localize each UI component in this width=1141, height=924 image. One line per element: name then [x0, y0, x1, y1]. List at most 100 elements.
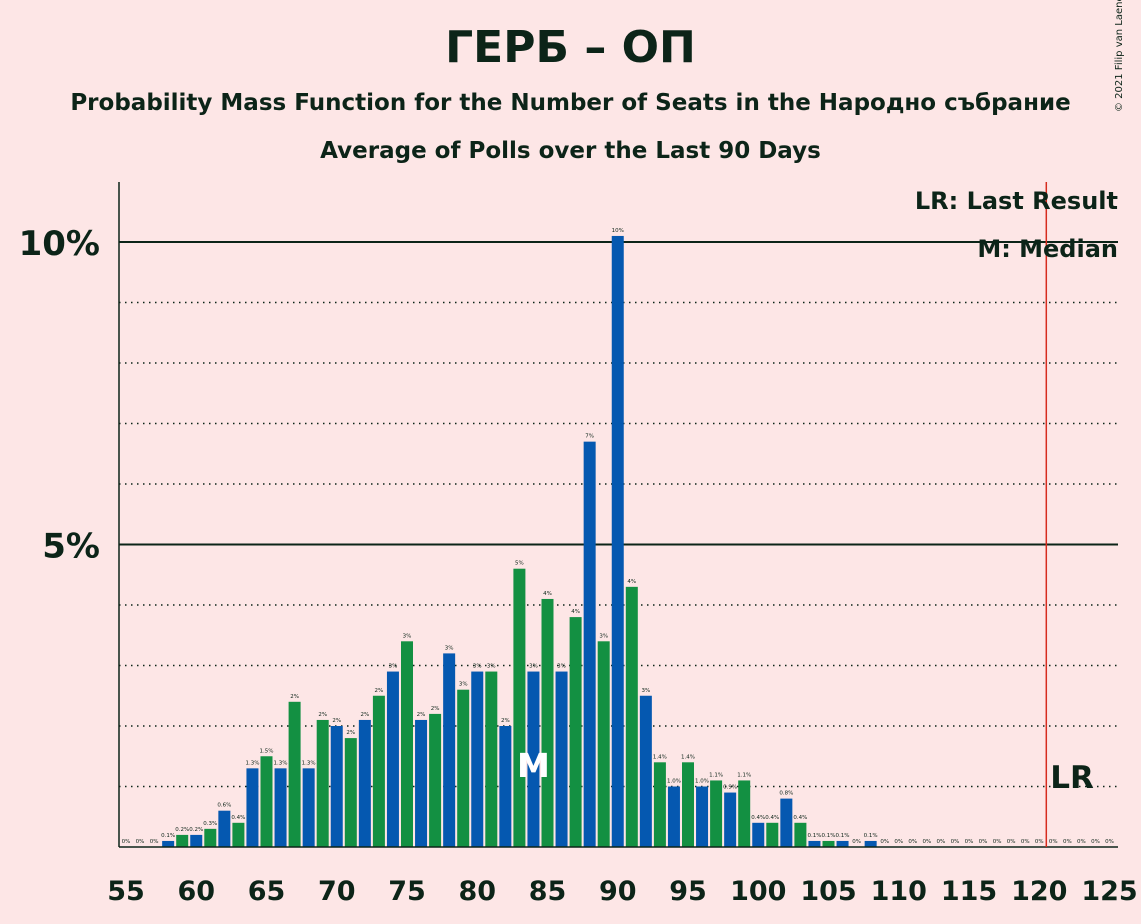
bar-seat-101 — [766, 822, 779, 847]
bar-seat-106 — [836, 840, 849, 847]
bar-label-seat-107: 0% — [852, 839, 861, 845]
bar-label-seat-94: 1.0% — [667, 779, 681, 785]
bar-seat-97 — [710, 780, 723, 847]
chart-subtitle: Probability Mass Function for the Number… — [70, 90, 1071, 116]
bar-label-seat-73: 2% — [375, 688, 384, 694]
x-tick-label: 55 — [107, 876, 145, 907]
bar-seat-65 — [260, 756, 273, 847]
bar-seat-70 — [330, 726, 343, 847]
bar-seat-64 — [246, 768, 259, 847]
legend-median: M: Median — [977, 235, 1118, 263]
bar-label-seat-71: 2% — [346, 730, 355, 736]
bar-label-seat-70: 2% — [332, 718, 341, 724]
bar-label-seat-123: 0% — [1077, 839, 1086, 845]
bar-label-seat-72: 2% — [360, 712, 369, 718]
bar-seat-90 — [611, 235, 624, 847]
bar-seat-61 — [204, 828, 217, 847]
bar-seat-108 — [864, 840, 877, 847]
bar-seat-67 — [288, 701, 301, 847]
x-tick-label: 70 — [318, 876, 356, 907]
bar-label-seat-102: 0.8% — [779, 791, 793, 797]
bar-label-seat-89: 3% — [599, 633, 608, 639]
bar-seat-69 — [316, 719, 329, 847]
bar-seat-93 — [653, 762, 666, 847]
bar-seat-85 — [541, 598, 554, 847]
bar-label-seat-92: 3% — [641, 688, 650, 694]
bar-label-seat-75: 3% — [403, 633, 412, 639]
x-tick-label: 120 — [1011, 876, 1067, 907]
bar-labels: 0% 0% 0%0.1%0.2% 0.2%0.3%0.6%0.4%1.3%1.5%1.… — [122, 228, 1114, 845]
bar-label-seat-62: 0.6% — [217, 803, 231, 809]
bar-seat-100 — [752, 822, 765, 847]
bar-label-seat-106: 0.1% — [836, 833, 850, 839]
bar-seat-75 — [401, 641, 413, 847]
bar-seat-66 — [274, 768, 287, 847]
bar-label-seat-97: 1.1% — [709, 772, 723, 778]
bar-seat-83 — [513, 568, 526, 847]
bar-seat-73 — [372, 695, 385, 847]
x-tick-label: 95 — [669, 876, 707, 907]
bar-seat-59 — [176, 834, 189, 847]
bar-label-seat-55: 0% — [122, 839, 131, 845]
x-tick-label: 90 — [599, 876, 637, 907]
bar-seat-76 — [415, 719, 428, 847]
bar-seat-71 — [344, 738, 357, 847]
bar-label-seat-65: 1.5% — [260, 748, 274, 754]
bar-seat-105 — [822, 840, 835, 847]
bar-seat-72 — [358, 719, 371, 847]
bar-label-seat-96: 1.0% — [695, 779, 709, 785]
bar-label-seat-99: 1.1% — [737, 772, 751, 778]
bar-label-seat-82: 2% — [501, 718, 510, 724]
bar-seat-86 — [555, 671, 568, 847]
x-tick-label: 110 — [871, 876, 927, 907]
bar-label-seat-77: 2% — [431, 706, 440, 712]
bar-label-seat-61: 0.3% — [203, 821, 217, 827]
bar-label-seat-114: 0% — [951, 839, 960, 845]
bar-label-seat-64: 1.3% — [245, 760, 259, 766]
bar-label-seat-103: 0.4% — [793, 815, 807, 821]
bar-seat-62 — [218, 810, 231, 847]
bar-label-seat-78: 3% — [445, 645, 454, 651]
bar-label-seat-105: 0.1% — [822, 833, 836, 839]
bar-label-seat-74: 3% — [389, 664, 398, 670]
bar-label-seat-63: 0.4% — [231, 815, 245, 821]
bar-label-seat-124: 0% — [1091, 839, 1100, 845]
bar-label-seat-88: 7% — [585, 434, 594, 440]
x-tick-label: 65 — [248, 876, 286, 907]
bar-label-seat-113: 0% — [937, 839, 946, 845]
bar-label-seat-109: 0% — [880, 839, 889, 845]
bar-label-seat-66: 1.3% — [274, 760, 288, 766]
bar-seat-89 — [597, 641, 610, 847]
bar-seat-91 — [625, 586, 638, 847]
bar-seat-87 — [569, 617, 582, 847]
bar-label-seat-121: 0% — [1049, 839, 1058, 845]
x-tick-label: 105 — [800, 876, 856, 907]
x-tick-label: 115 — [941, 876, 997, 907]
bar-seat-95 — [682, 762, 694, 847]
last-result-marker: LR — [1050, 760, 1094, 796]
bar-seat-98 — [724, 792, 737, 847]
bar-label-seat-67: 2% — [290, 694, 299, 700]
bar-label-seat-111: 0% — [908, 839, 917, 845]
bar-seat-74 — [386, 671, 399, 847]
bar-seat-58 — [162, 840, 175, 847]
bar-label-seat-68: 1.3% — [302, 760, 316, 766]
bar-label-seat-91: 4% — [627, 579, 636, 585]
bar-label-seat-101: 0.4% — [765, 815, 779, 821]
bar-seat-80 — [471, 671, 484, 847]
bar-label-seat-100: 0.4% — [751, 815, 765, 821]
bar-seat-78 — [443, 653, 456, 847]
x-tick-label: 85 — [529, 876, 567, 907]
bar-label-seat-120: 0% — [1035, 839, 1044, 845]
bar-label-seat-76: 2% — [417, 712, 426, 718]
bar-label-seat-90: 10% — [612, 228, 624, 234]
bar-label-seat-119: 0% — [1021, 839, 1030, 845]
chart-title: ГЕРБ – ОП — [445, 22, 696, 73]
bar-label-seat-125: 0% — [1105, 839, 1114, 845]
bar-label-seat-116: 0% — [979, 839, 988, 845]
bar-seat-81 — [485, 671, 498, 847]
chart-subtitle-secondary: Average of Polls over the Last 90 Days — [320, 138, 821, 164]
bar-seat-88 — [583, 441, 596, 847]
bar-label-seat-117: 0% — [993, 839, 1002, 845]
